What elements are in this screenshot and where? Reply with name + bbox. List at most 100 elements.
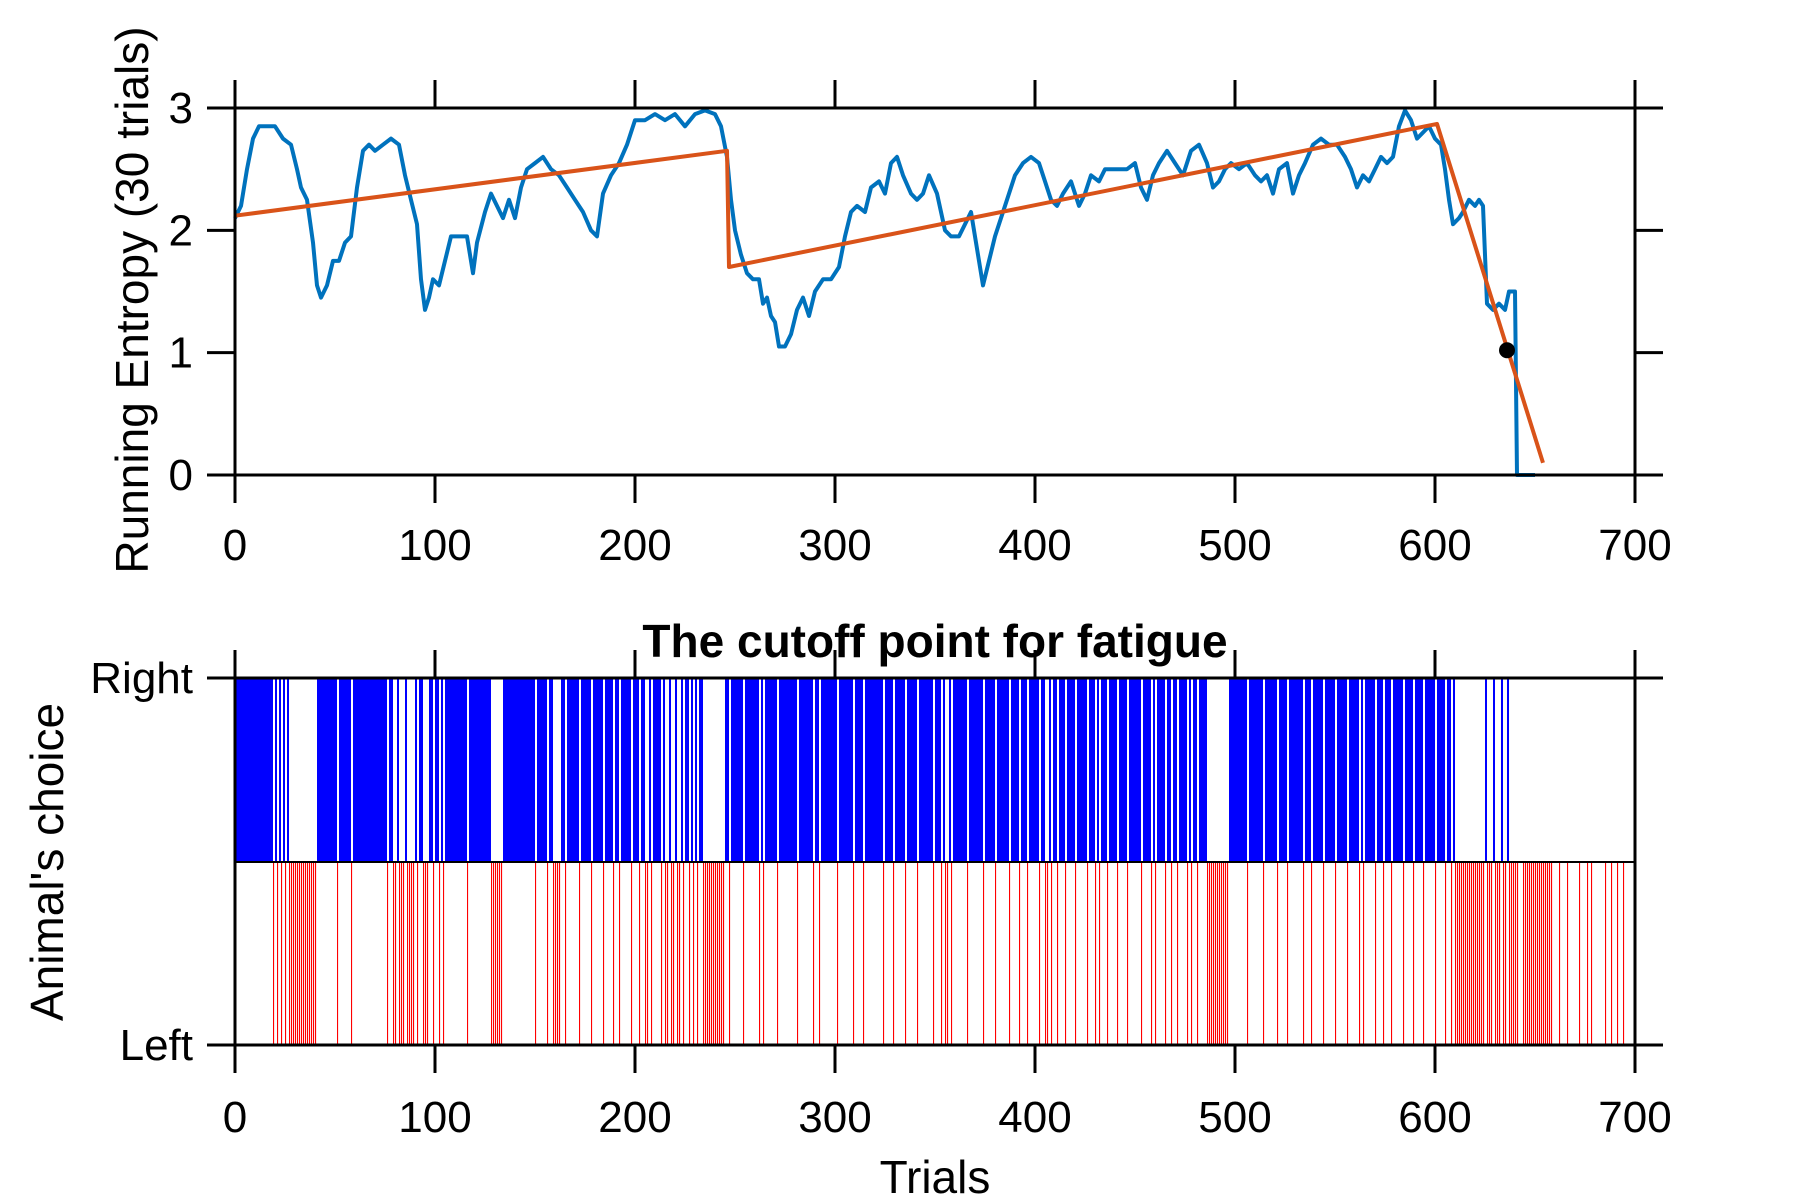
right-choice-bar — [513, 678, 515, 862]
right-choice-bar — [1175, 678, 1177, 862]
right-choice-bar — [1043, 678, 1045, 862]
right-choice-bar — [1255, 678, 1257, 862]
right-choice-bar — [979, 678, 981, 862]
right-choice-bar — [657, 678, 659, 862]
right-choice-bar — [635, 678, 637, 862]
choice-x-tick-label: 700 — [1598, 1093, 1671, 1142]
left-choice-bar — [1187, 862, 1189, 1045]
left-choice-bar — [905, 862, 907, 1045]
left-choice-bar — [1213, 862, 1215, 1045]
right-choice-bar — [835, 678, 837, 862]
right-choice-bar — [745, 678, 747, 862]
right-choice-bar — [921, 678, 923, 862]
right-choice-bar — [581, 678, 583, 862]
left-choice-bar — [1515, 862, 1517, 1045]
right-choice-bar — [1439, 678, 1441, 862]
right-choice-bar — [775, 678, 777, 862]
right-choice-bar — [767, 678, 769, 862]
right-choice-bar — [687, 678, 689, 862]
left-choice-bar — [763, 862, 765, 1045]
right-choice-bar — [885, 678, 887, 862]
right-choice-bar — [575, 678, 577, 862]
right-choice-bar — [1025, 678, 1027, 862]
left-choice-bar — [1491, 862, 1493, 1045]
left-choice-bar — [1095, 862, 1097, 1045]
right-choice-bar — [891, 678, 893, 862]
right-choice-bar — [1431, 678, 1433, 862]
right-choice-bar — [931, 678, 933, 862]
left-choice-bar — [645, 862, 647, 1045]
right-choice-bar — [915, 678, 917, 862]
left-choice-bar — [309, 862, 311, 1045]
left-choice-bar — [1277, 862, 1279, 1045]
left-choice-bar — [1503, 862, 1505, 1045]
right-choice-bar — [551, 678, 553, 862]
choice-y-axis-label: Animal's choice — [21, 703, 73, 1021]
right-choice-bar — [445, 678, 447, 862]
left-choice-bar — [387, 862, 389, 1045]
left-choice-bar — [291, 862, 293, 1045]
right-choice-bar — [453, 678, 455, 862]
right-choice-bar — [965, 678, 967, 862]
left-choice-bar — [1567, 862, 1569, 1045]
right-choice-bar — [539, 678, 541, 862]
right-choice-bar — [959, 678, 961, 862]
right-choice-bar — [1167, 678, 1169, 862]
left-choice-bar — [721, 862, 723, 1045]
left-choice-bar — [1523, 862, 1525, 1045]
right-choice-bar — [543, 678, 545, 862]
left-choice-bar — [409, 862, 411, 1045]
left-choice-bar — [1117, 862, 1119, 1045]
left-choice-bar — [1045, 862, 1047, 1045]
right-choice-bar — [977, 678, 979, 862]
left-choice-bar — [1451, 862, 1453, 1045]
right-choice-bar — [1361, 678, 1363, 862]
left-choice-bar — [425, 862, 427, 1045]
left-choice-bar — [1225, 862, 1227, 1045]
right-choice-bar — [421, 678, 423, 862]
right-choice-bar — [859, 678, 861, 862]
left-choice-bar — [893, 862, 895, 1045]
left-choice-bar — [671, 862, 673, 1045]
right-choice-bar — [675, 678, 677, 862]
left-choice-bar — [647, 862, 649, 1045]
right-choice-bar — [573, 678, 575, 862]
left-choice-bar — [1219, 862, 1221, 1045]
right-choice-bar — [925, 678, 927, 862]
left-choice-bar — [305, 862, 307, 1045]
right-choice-bar — [477, 678, 479, 862]
left-choice-bar — [559, 862, 561, 1045]
right-choice-bar — [1233, 678, 1235, 862]
right-choice-bar — [957, 678, 959, 862]
right-choice-bar — [263, 678, 265, 862]
left-choice-bar — [1477, 862, 1479, 1045]
right-choice-bar — [1231, 678, 1233, 862]
left-choice-bar — [1359, 862, 1361, 1045]
right-choice-bar — [1291, 678, 1293, 862]
right-choice-bar — [1313, 678, 1315, 862]
right-choice-bar — [1139, 678, 1141, 862]
right-choice-bar — [1111, 678, 1113, 862]
right-choice-bar — [585, 678, 587, 862]
right-choice-bar — [275, 678, 277, 862]
right-choice-bar — [1321, 678, 1323, 862]
right-choice-bar — [889, 678, 891, 862]
left-choice-bar — [603, 862, 605, 1045]
entropy-tick-labels: 0 100 200 300 400 500 600 700 0 1 2 3 — [169, 84, 1672, 570]
entropy-x-tick-label: 500 — [1198, 521, 1271, 570]
left-choice-bar — [1075, 862, 1077, 1045]
left-choice-bar — [1587, 862, 1589, 1045]
right-choice-bar — [507, 678, 509, 862]
left-choice-bar — [697, 862, 699, 1045]
entropy-y-tick-label: 3 — [169, 84, 193, 133]
right-choice-bar — [909, 678, 911, 862]
left-choice-bar — [1529, 862, 1531, 1045]
left-choice-bar — [1375, 862, 1377, 1045]
right-choice-bar — [1299, 678, 1301, 862]
left-choice-bar — [499, 862, 501, 1045]
left-choice-bar — [1505, 862, 1507, 1045]
left-choice-bar — [1543, 862, 1545, 1045]
right-choice-bar — [1033, 678, 1035, 862]
right-choice-bar — [377, 678, 379, 862]
left-choice-bar — [1247, 862, 1249, 1045]
